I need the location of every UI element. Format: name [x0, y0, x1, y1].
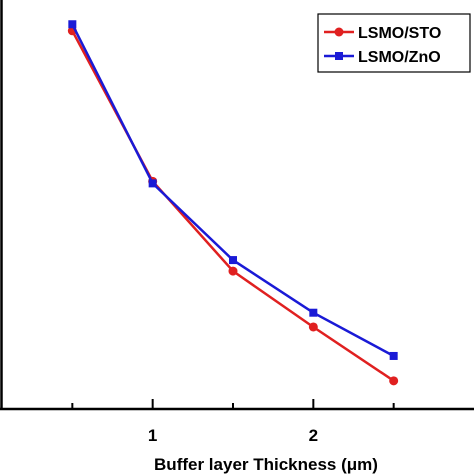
legend-label: LSMO/STO — [358, 25, 441, 42]
data-point — [68, 20, 77, 29]
data-point — [389, 351, 398, 360]
axes — [0, 0, 474, 411]
legend-item: LSMO/STO — [324, 25, 441, 42]
series-2 — [68, 20, 398, 360]
legend-box — [317, 13, 471, 73]
legend-marker — [334, 27, 344, 37]
x-axis-title: Buffer layer Thickness (μm) — [154, 455, 378, 474]
series-layer — [67, 20, 399, 386]
data-point — [148, 179, 157, 188]
legend-marker — [335, 52, 343, 60]
x-ticks — [71, 399, 395, 409]
series-line — [71, 30, 395, 382]
data-point — [229, 256, 237, 265]
data-point — [309, 308, 318, 317]
series-line — [71, 23, 395, 358]
legend-label: LSMO/ZnO — [358, 49, 441, 66]
x-tick-label: 1 — [148, 426, 157, 445]
legend: LSMO/STO LSMO/ZnO — [317, 13, 471, 73]
data-point — [308, 322, 318, 332]
legend-item: LSMO/ZnO — [324, 49, 441, 66]
x-tick-label: 2 — [309, 426, 318, 445]
data-point — [389, 376, 399, 386]
data-point — [228, 266, 238, 276]
